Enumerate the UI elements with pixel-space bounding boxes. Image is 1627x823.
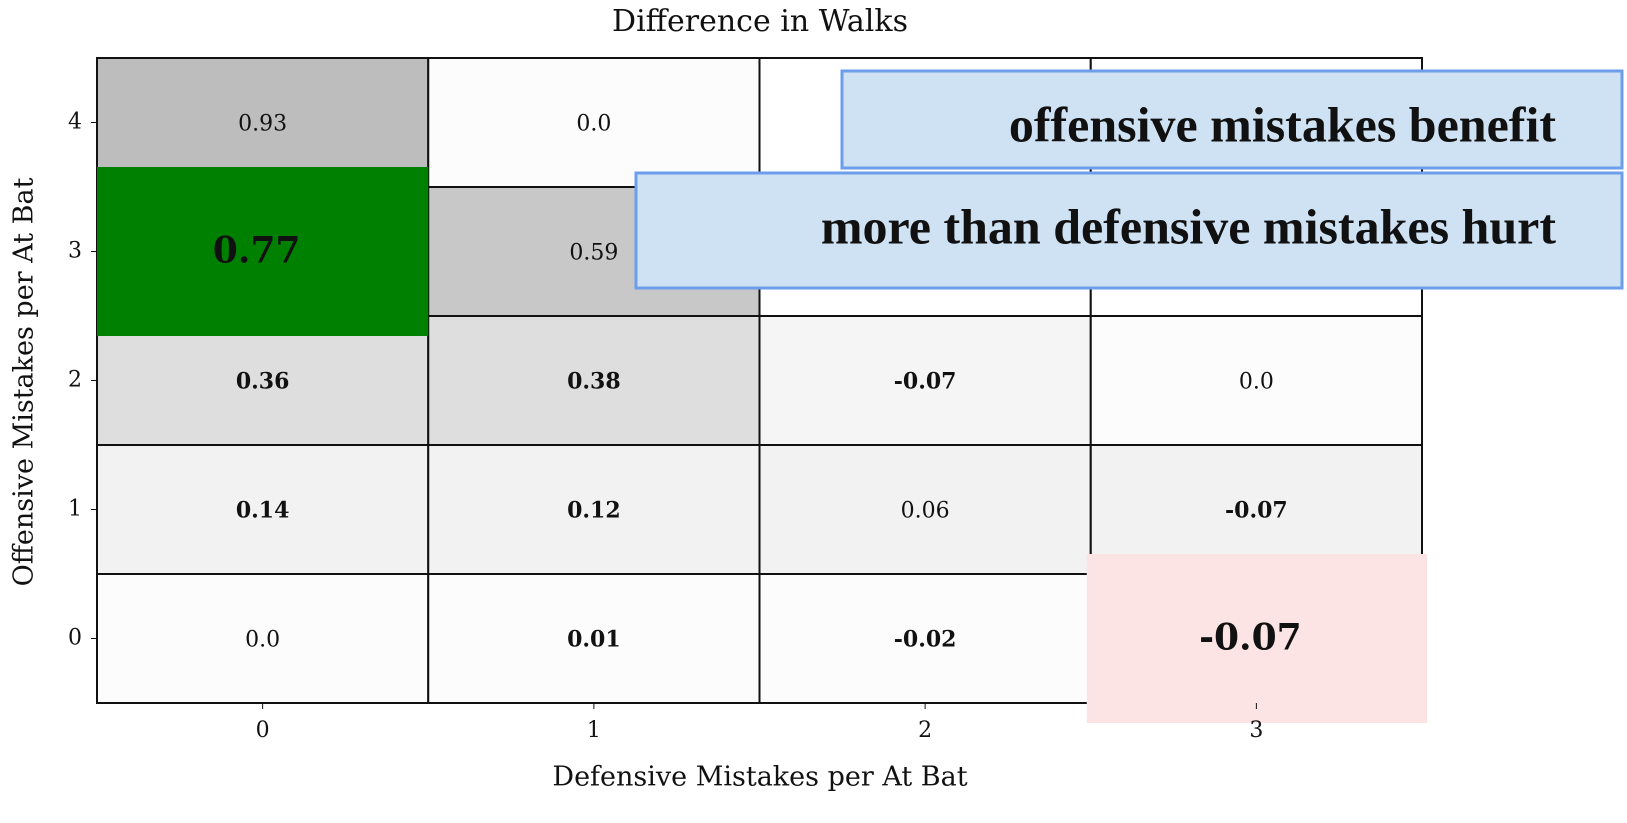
x-tick-label: 1: [587, 718, 601, 743]
cell-label: 0.12: [567, 498, 621, 524]
y-tick-label: 2: [68, 368, 82, 393]
cell-label: 0.36: [236, 369, 290, 395]
heatmap-cell: [427, 444, 761, 575]
cell-label: 0.0: [576, 112, 611, 137]
cell-label: 0.01: [567, 627, 621, 653]
heatmap-cell: [427, 315, 761, 446]
y-tick-label: 4: [68, 110, 82, 135]
x-tick-label: 3: [1249, 718, 1263, 743]
callout-box: [840, 69, 1624, 170]
cell-label: 0.93: [238, 112, 287, 137]
cell-label: 0.0: [1239, 370, 1274, 395]
cell-label: 0.14: [236, 498, 290, 524]
heatmap-cell: [427, 573, 761, 704]
chart-title: Difference in Walks: [612, 4, 908, 39]
heatmap-cell: [96, 57, 430, 188]
y-tick-label: 0: [68, 626, 82, 651]
cell-label: -0.02: [894, 627, 957, 653]
cell-label: 0.38: [567, 369, 621, 395]
highlight-cell: [97, 167, 429, 336]
heatmap-cell: [96, 444, 430, 575]
x-axis-label: Defensive Mistakes per At Bat: [552, 762, 967, 793]
y-tick-label: 3: [68, 239, 82, 264]
callout-box: [634, 171, 1624, 290]
callout-text: offensive mistakes benefit: [1009, 96, 1556, 152]
callout-text: more than defensive mistakes hurt: [821, 198, 1557, 254]
heatmap-cell: [427, 57, 761, 188]
heatmap-cell: [1089, 315, 1423, 446]
cell-label: -0.07: [894, 369, 957, 395]
y-axis-label: Offensive Mistakes per At Bat: [9, 177, 40, 586]
x-tick-label: 2: [918, 718, 932, 743]
y-tick-label: 1: [68, 497, 82, 522]
cell-label: -0.07: [1225, 498, 1288, 524]
cell-label: 0.59: [569, 241, 618, 266]
x-tick-label: 0: [256, 718, 270, 743]
heatmap-cell: [758, 444, 1092, 575]
cell-label: 0.0: [245, 628, 280, 653]
heatmap-cell: [96, 573, 430, 704]
highlight-cell: [1086, 554, 1427, 723]
cell-label: 0.77: [213, 230, 301, 272]
heatmap-cell: [1089, 444, 1423, 575]
cell-label: -0.07: [1199, 617, 1302, 659]
cell-label: 0.06: [901, 499, 950, 524]
